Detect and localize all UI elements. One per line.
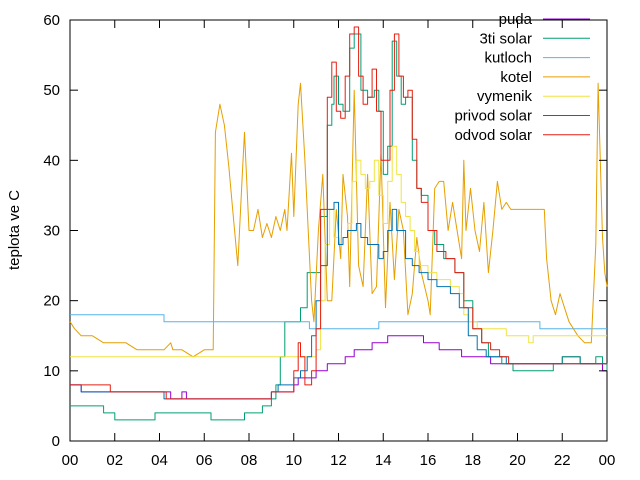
y-axis-title: teplota ve C (6, 190, 23, 270)
legend-label: privod solar (454, 108, 532, 125)
x-tick-label: 04 (151, 452, 168, 469)
legend-label: kotel (500, 69, 532, 86)
x-tick-label: 12 (330, 452, 347, 469)
y-tick-label: 60 (43, 12, 60, 29)
legend-label: puda (499, 11, 533, 28)
legend-label: kutloch (484, 50, 532, 67)
x-tick-label: 06 (196, 452, 213, 469)
series-line-privod-solar (70, 201, 607, 400)
x-tick-label: 16 (420, 452, 437, 469)
legend-label: odvod solar (454, 127, 532, 144)
series-line-puda (70, 335, 607, 400)
x-tick-label: 10 (285, 452, 302, 469)
x-tick-label: 02 (106, 452, 123, 469)
legend: puda 3ti solar kutloch kotel vymenik privod s… (454, 11, 590, 144)
x-tick-label: 18 (464, 452, 481, 469)
y-tick-label: 20 (43, 293, 60, 310)
series-layer (69, 26, 608, 421)
legend-label: 3ti solar (479, 30, 532, 47)
y-tick-label: 10 (43, 363, 60, 380)
x-tick-label: 00 (62, 452, 79, 469)
x-tick-label: 00 (599, 452, 616, 469)
y-tick-label: 50 (43, 82, 60, 99)
x-tick-label: 22 (554, 452, 571, 469)
series-line-vymenik (70, 145, 607, 358)
series-line-odvod-solar (70, 26, 607, 400)
legend-label: vymenik (477, 88, 533, 105)
y-tick-label: 40 (43, 152, 60, 169)
series-line-kotel (69, 82, 608, 358)
y-tick-label: 30 (43, 223, 60, 240)
x-tick-label: 08 (241, 452, 258, 469)
series-line-kutloch (70, 314, 607, 330)
x-tick-label: 14 (375, 452, 392, 469)
x-tick-label: 20 (509, 452, 526, 469)
y-tick-label: 0 (52, 433, 60, 450)
